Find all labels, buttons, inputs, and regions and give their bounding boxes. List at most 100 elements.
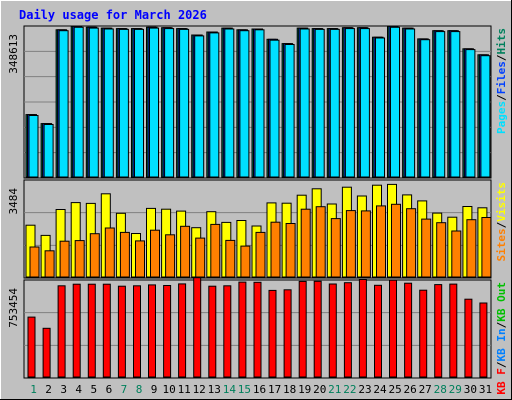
bar-sites-day-1 [29,246,40,278]
bar-sites-day-28 [436,222,447,278]
bar-sites-day-31 [481,217,492,278]
bar-sites-day-11 [180,225,191,278]
bar-pages-day-22 [344,28,355,178]
bar-kb-f-day-16 [253,281,262,378]
legend-item: KB Out [495,282,508,322]
bar-kb-f-day-2 [42,327,51,378]
top-panel-legend: Pages/Files/Hits [495,28,508,134]
legend-item: / [495,321,508,328]
x-tick-label: 22 [343,383,356,396]
x-tick-label: 1 [30,383,37,396]
legend-item: Sites [495,228,508,261]
bar-kb-f-day-1 [27,316,36,378]
bar-kb-f-day-11 [178,283,187,378]
bar-sites-day-26 [406,208,417,278]
x-tick-label: 20 [313,383,326,396]
bar-pages-day-7 [118,28,129,178]
top-panel-ymax-label: 348613 [7,34,20,74]
bar-sites-day-23 [360,210,371,278]
bar-pages-day-26 [405,28,416,178]
bar-pages-day-17 [269,39,280,178]
bar-pages-day-25 [390,26,400,178]
bar-kb-f-day-23 [358,279,367,378]
bar-kb-f-day-14 [223,285,232,378]
bar-pages-day-15 [239,30,250,178]
legend-item: / [495,54,508,61]
x-tick-label: 13 [208,383,221,396]
legend-text: Pages/Files/Hits [495,28,508,134]
x-axis-day-labels: 1 2 3 4 5 6 7 8 9 10 11 12 13 14 15 16 17 18 19 20 21 22 23 24 2… [30,383,492,396]
bar-pages-day-16 [254,29,265,178]
legend-text: KB F/KB In/KB Out [495,282,508,395]
bar-pages-day-8 [134,28,144,178]
bar-sites-day-10 [165,234,176,278]
bar-kb-f-day-13 [208,285,217,378]
visits-sites-panel [23,179,492,279]
bar-kb-f-day-20 [313,280,322,378]
bar-kb-f-day-3 [57,285,66,378]
bar-sites-day-5 [89,233,100,278]
x-tick-label: 19 [298,383,311,396]
x-tick-label: 3 [60,383,67,396]
bar-sites-day-20 [315,206,326,278]
bar-pages-day-29 [450,31,461,178]
bar-sites-day-27 [421,218,432,278]
bar-sites-day-21 [330,218,341,278]
bar-kb-f-day-27 [419,289,428,378]
bar-kb-f-day-19 [298,280,307,378]
bar-sites-day-19 [300,208,311,278]
legend-item: Hits [495,28,508,55]
legend-item: Visits [495,182,508,222]
middle-panel-legend: Sites/Visits [495,182,508,262]
x-tick-label: 30 [464,383,477,396]
x-tick-label: 16 [253,383,266,396]
bar-sites-day-3 [59,240,70,278]
hits-files-pages-panel [23,25,492,179]
bar-sites-day-24 [376,205,386,278]
bar-pages-day-2 [43,124,54,178]
bar-kb-f-day-21 [328,283,337,378]
legend-item: / [495,361,508,368]
bar-sites-day-18 [285,223,296,278]
bar-pages-day-30 [465,49,476,178]
x-tick-label: 2 [45,383,52,396]
bar-pages-day-27 [420,39,431,178]
x-tick-label: 11 [178,383,191,396]
bar-sites-day-4 [74,240,85,278]
bar-pages-day-24 [375,37,385,178]
legend-item: / [495,94,508,101]
x-tick-label: 26 [403,383,416,396]
x-tick-label: 31 [479,383,492,396]
bar-sites-day-7 [119,231,130,278]
bar-kb-f-day-24 [374,284,382,378]
bar-kb-f-day-10 [163,285,172,378]
bar-kb-f-day-17 [268,289,277,378]
middle-panel-ymax-label: 3484 [7,188,20,215]
bar-sites-day-13 [210,223,221,278]
bar-sites-day-22 [345,210,356,278]
bar-sites-day-30 [466,219,477,278]
bar-kb-f-day-31 [479,302,488,378]
x-tick-label: 23 [358,383,371,396]
bar-pages-day-5 [88,27,99,178]
bar-kb-f-day-26 [404,282,413,378]
bar-sites-day-16 [255,231,266,278]
x-tick-label: 6 [106,383,113,396]
bar-sites-day-2 [44,250,55,278]
x-tick-label: 7 [121,383,128,396]
x-tick-label: 14 [223,383,237,396]
x-tick-label: 29 [449,383,462,396]
chart-title: Daily usage for March 2026 [19,8,207,22]
x-tick-label: 10 [162,383,175,396]
x-tick-label: 18 [283,383,296,396]
bar-kb-f-day-12 [193,277,202,378]
x-tick-label: 5 [90,383,97,396]
bar-pages-day-1 [28,115,39,178]
bar-sites-day-6 [104,227,115,278]
bar-pages-day-23 [359,28,370,178]
bar-sites-day-8 [135,240,145,278]
x-tick-label: 12 [193,383,206,396]
bar-kb-f-day-30 [464,298,473,378]
bottom-panel-legend: KB F/KB In/KB Out [495,282,508,395]
bar-kb-f-day-18 [283,289,292,378]
